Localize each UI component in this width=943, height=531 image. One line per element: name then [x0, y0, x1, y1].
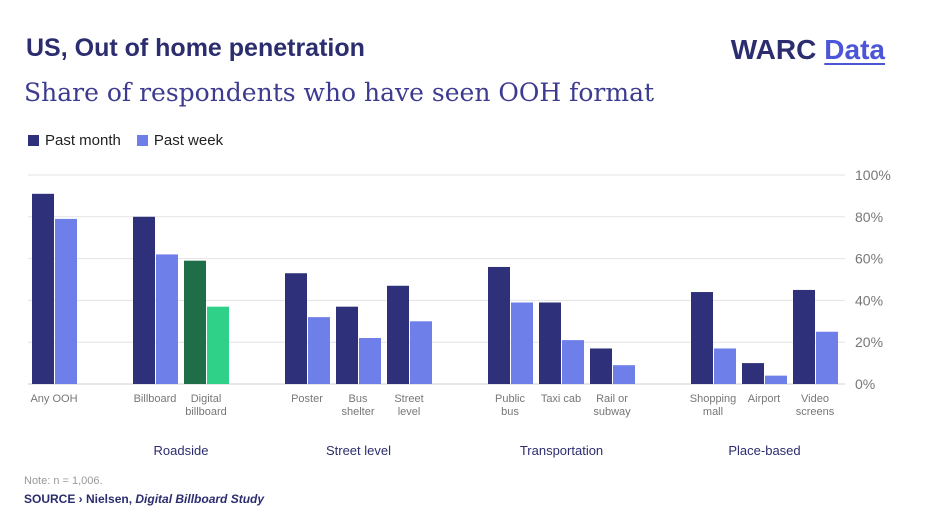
x-tick-label: Bus [349, 393, 368, 405]
bar-past-month [336, 306, 358, 384]
bar-past-week [410, 321, 432, 384]
y-tick-label: 80% [855, 209, 883, 225]
group-label: Street level [326, 443, 391, 458]
brand-name: WARC [730, 34, 817, 65]
x-tick-label: Shopping [690, 393, 737, 405]
x-tick-label: Taxi cab [541, 393, 581, 405]
x-tick-label: mall [703, 406, 723, 418]
x-tick-label: Poster [291, 393, 323, 405]
bar-past-week [613, 365, 635, 384]
legend-item-past-week: Past week [136, 132, 224, 149]
bar-past-week [765, 375, 787, 384]
y-tick-label: 0% [855, 376, 875, 392]
x-tick-label: Public [495, 393, 525, 405]
brand-data-link[interactable]: Data [824, 34, 885, 65]
bar-past-week [308, 317, 330, 384]
warc-data-logo[interactable]: WARC Data [731, 34, 885, 66]
bar-past-week [55, 218, 77, 384]
bar-past-month [32, 193, 54, 384]
legend-label-past-week: Past week [153, 132, 224, 149]
x-tick-label: Rail or [596, 393, 628, 405]
x-tick-label: subway [593, 406, 631, 418]
source-prefix: SOURCE [24, 492, 76, 506]
group-label: Transportation [520, 443, 603, 458]
source-line: SOURCE › Nielsen, Digital Billboard Stud… [24, 492, 264, 506]
bar-past-week [156, 254, 178, 384]
x-tick-label: billboard [185, 406, 227, 418]
legend-swatch-past-month [28, 135, 39, 146]
footnote: Note: n = 1,006. [24, 475, 103, 487]
bar-past-month [285, 273, 307, 384]
bar-chart: 100% 80% 60% 40% 20% 0% Any OOH Billboard Digita… [28, 167, 891, 458]
bar-past-week [207, 306, 229, 384]
chart-subtitle: Share of respondents who have seen OOH f… [24, 78, 655, 107]
bar-past-month [742, 363, 764, 384]
x-tick-label: Airport [748, 393, 780, 405]
bar-past-month [539, 302, 561, 384]
bar-past-month [793, 289, 815, 384]
chart-title: US, Out of home penetration [26, 34, 365, 62]
bar-past-month [184, 260, 206, 384]
source-study: Digital Billboard Study [135, 492, 265, 506]
bar-past-month [387, 285, 409, 384]
source-separator: › Nielsen, [75, 492, 136, 506]
legend-swatch-past-week [136, 135, 148, 146]
x-tick-label: level [398, 406, 421, 418]
x-tick-label: screens [796, 406, 835, 418]
x-tick-label: bus [501, 406, 519, 418]
y-tick-label: 60% [855, 251, 883, 267]
x-tick-label: Digital [191, 393, 222, 405]
y-tick-label: 40% [855, 292, 883, 308]
x-tick-label: Any OOH [30, 393, 77, 405]
chart-legend: Past month Past week [28, 132, 223, 149]
x-tick-label: shelter [341, 406, 374, 418]
bar-past-week [714, 348, 736, 384]
bar-past-week [511, 302, 533, 384]
bar-past-week [562, 340, 584, 384]
legend-item-past-month: Past month [28, 132, 121, 149]
bar-past-week [359, 338, 381, 384]
bar-past-month [691, 292, 713, 384]
y-tick-label: 100% [855, 167, 891, 183]
bar-past-month [590, 348, 612, 384]
bar-past-month [133, 216, 155, 384]
bar-past-month [488, 266, 510, 384]
group-label: Roadside [154, 443, 209, 458]
x-tick-label: Billboard [134, 393, 177, 405]
group-label: Place-based [728, 443, 800, 458]
x-tick-label: Street [394, 393, 423, 405]
legend-label-past-month: Past month [45, 132, 121, 149]
bar-past-week [816, 331, 838, 384]
x-tick-label: Video [801, 393, 829, 405]
y-tick-label: 20% [855, 334, 883, 350]
